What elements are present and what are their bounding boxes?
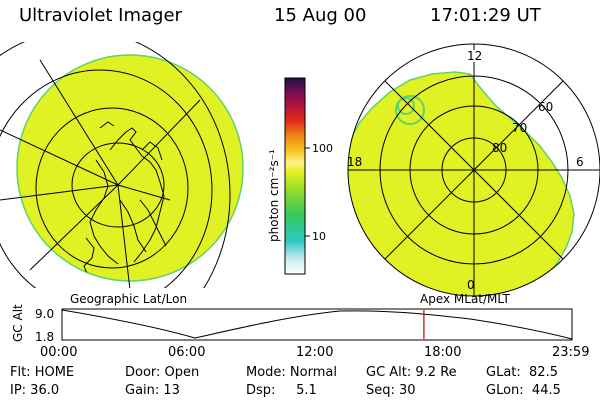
image-time: 17:01:29 UT [430, 5, 541, 26]
sequence-number: Seq: 30 [366, 383, 416, 398]
geographic-panel [0, 42, 244, 288]
mlat-label-60: 60 [538, 100, 553, 114]
orbit-altitude-curve [61, 309, 573, 340]
gain-value: Gain: 13 [125, 383, 180, 398]
image-date: 15 Aug 00 [274, 5, 367, 26]
orbit-xtick-1200: 12:00 [296, 345, 334, 360]
orbit-ylabel: GC Alt [11, 304, 25, 342]
geographic-latitude: GLat: 82.5 [486, 365, 558, 380]
colorbar-unit-label: photon cm⁻²s⁻¹ [267, 149, 281, 242]
instrument-title: Ultraviolet Imager [19, 5, 182, 26]
polar-panel: 12 18 6 0 60 70 80 [347, 43, 600, 297]
orbit-ytick-max: 9.0 [35, 307, 54, 321]
color-bar: 100 10 photon cm⁻²s⁻¹ [267, 77, 333, 275]
coastlines [83, 121, 167, 277]
orbit-xtick-1800: 18:00 [424, 345, 462, 360]
mlat-label-80: 80 [492, 141, 507, 155]
colorbar-tick-100: 100 [312, 142, 333, 155]
orbit-xtick-2359: 23:59 [552, 345, 590, 360]
dsp-value: Dsp: 5.1 [246, 383, 317, 398]
earth-disc [16, 54, 244, 282]
polar-panel-label: Apex MLat/MLT [420, 292, 510, 306]
mlt-label-0: 0 [467, 278, 475, 292]
polar-grid [347, 43, 600, 297]
colorbar-tick-10: 10 [312, 230, 326, 243]
mlt-label-6: 6 [576, 155, 584, 169]
filter-status: Flt: HOME [10, 365, 75, 380]
mlat-label-70: 70 [512, 121, 527, 135]
geographic-panel-label: Geographic Lat/Lon [70, 292, 188, 306]
orbit-xtick-0000: 00:00 [40, 345, 78, 360]
orbit-xtick-0600: 06:00 [168, 345, 206, 360]
orbit-ytick-min: 1.8 [35, 330, 54, 344]
ip-value: IP: 36.0 [10, 383, 60, 398]
door-status: Door: Open [125, 365, 200, 380]
mlt-label-12: 12 [467, 49, 482, 63]
mode-status: Mode: Normal [246, 365, 337, 380]
orbit-plot: GC Alt 9.0 1.8 [11, 304, 573, 344]
gc-altitude: GC Alt: 9.2 Re [366, 365, 457, 380]
geographic-longitude: GLon: 44.5 [486, 383, 561, 398]
mlt-label-18: 18 [347, 155, 362, 169]
